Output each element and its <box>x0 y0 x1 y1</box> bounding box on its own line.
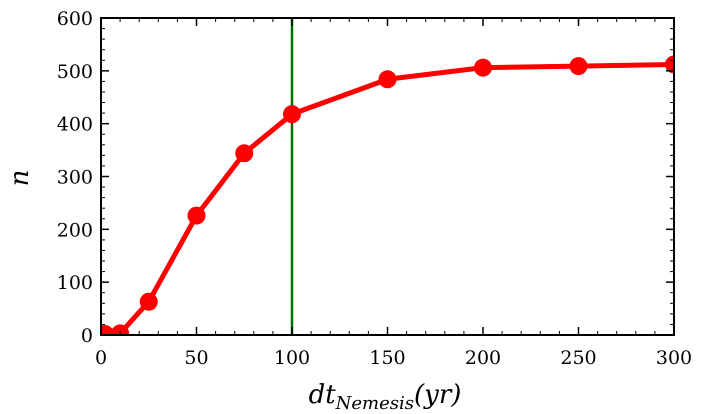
y-tick-label: 100 <box>57 272 93 294</box>
data-point <box>378 70 397 89</box>
y-axis-label: n <box>5 170 35 187</box>
data-point <box>139 292 158 311</box>
data-point <box>187 206 206 225</box>
x-tick-label: 200 <box>465 347 501 369</box>
data-point <box>569 57 588 76</box>
x-tick-label: 50 <box>184 347 208 369</box>
y-tick-label: 300 <box>57 167 93 189</box>
data-point <box>111 324 130 335</box>
x-tick-label: 250 <box>560 347 596 369</box>
y-tick-label: 400 <box>57 114 93 136</box>
x-tick-label: 150 <box>369 347 405 369</box>
series-group <box>101 55 674 335</box>
plot-layer <box>101 18 674 335</box>
y-tick-label: 600 <box>57 8 93 30</box>
series-line <box>104 61 674 335</box>
x-axis-label-unit: (yr) <box>414 380 461 410</box>
x-tick-label: 300 <box>656 347 692 369</box>
x-tick-label: 0 <box>95 347 107 369</box>
data-point <box>474 58 492 77</box>
y-tick-label: 0 <box>81 325 93 347</box>
x-axis-label: dtNemesis(yr) <box>309 380 462 414</box>
axis-layer: 0 50 100 150 200 250 300 0 100 200 300 400 500 600 <box>57 8 692 369</box>
data-point <box>101 324 114 335</box>
data-point <box>283 105 301 124</box>
x-tick-label: 100 <box>274 347 310 369</box>
x-axis-label-sub: Nemesis <box>335 393 414 414</box>
y-tick-label: 500 <box>57 61 93 83</box>
y-tick-label: 200 <box>57 219 93 241</box>
x-axis-label-main: dt <box>309 380 337 410</box>
data-point <box>235 144 254 163</box>
